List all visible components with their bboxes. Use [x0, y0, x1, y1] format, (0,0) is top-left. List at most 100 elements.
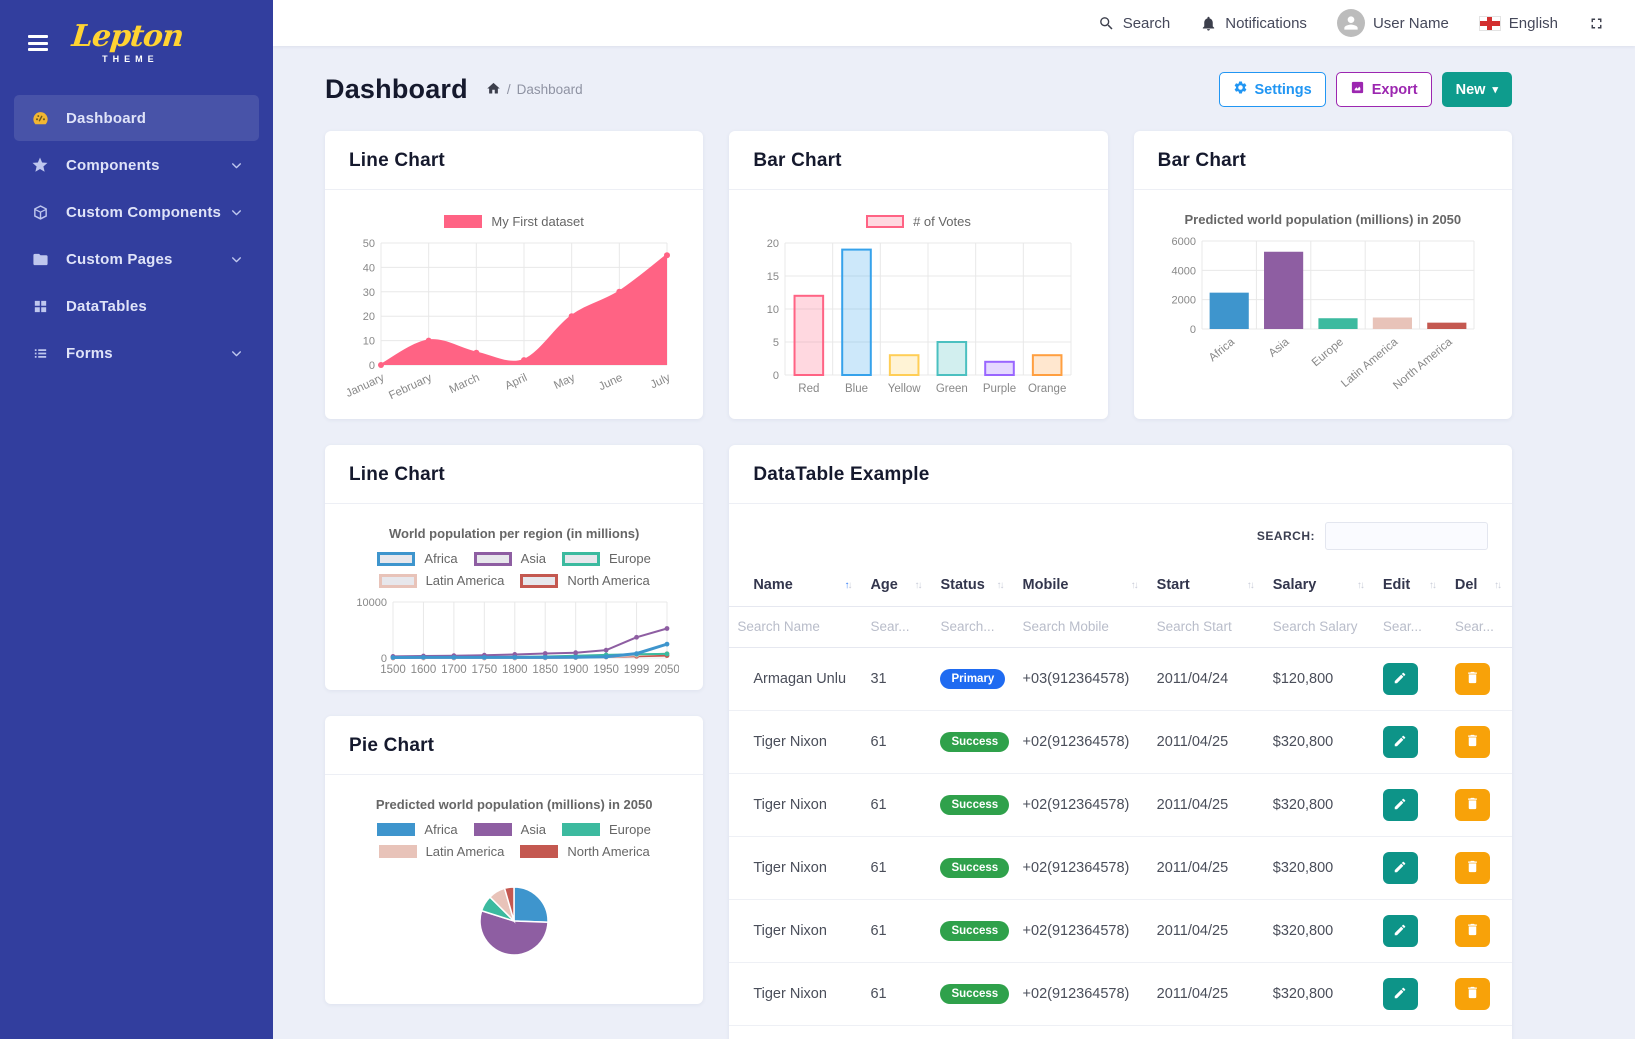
chevron-down-icon — [230, 206, 243, 219]
column-header-status[interactable]: Status ↑ ↓ — [932, 564, 1015, 607]
avatar — [1336, 9, 1365, 37]
svg-text:1700: 1700 — [441, 664, 467, 676]
sidebar-item-dashboard[interactable]: Dashboard — [14, 95, 259, 141]
gear-icon — [1233, 80, 1248, 99]
column-search-input[interactable] — [870, 619, 925, 634]
new-button[interactable]: New ▾ — [1441, 72, 1512, 107]
sidebar-item-components[interactable]: Components — [14, 142, 259, 188]
legend-item[interactable]: Europe — [561, 551, 651, 566]
menu-toggle-button[interactable] — [28, 35, 48, 51]
bar-chart-1: 0 5 10 15 20 Red Blue Yellow Green Purple Orange — [767, 238, 1072, 395]
sidebar-item-forms[interactable]: Forms — [14, 330, 259, 376]
chart-legend: My First dataset — [349, 214, 679, 229]
card-datatable: DataTable Example SEARCH: Name ↑ ↓ Age ↑ ↓ Sta… — [729, 445, 1512, 1039]
cell-start: 2011/04/25 — [1148, 962, 1265, 1026]
legend-label: My First dataset — [491, 214, 584, 229]
column-search-input[interactable] — [1156, 619, 1257, 634]
legend-item[interactable]: Latin America — [378, 573, 504, 588]
legend-item[interactable]: North America — [520, 844, 650, 859]
edit-button[interactable] — [1382, 726, 1418, 758]
column-header-start[interactable]: Start ↑ ↓ — [1148, 564, 1265, 607]
cell-name: Armagan Unlu — [729, 647, 863, 711]
column-search-input[interactable] — [1022, 619, 1141, 634]
column-header-edit[interactable]: Edit ↑ ↓ — [1374, 564, 1447, 607]
svg-text:April: April — [503, 372, 529, 393]
svg-text:Europe: Europe — [1309, 336, 1345, 369]
svg-text:1500: 1500 — [380, 664, 406, 676]
svg-text:1850: 1850 — [532, 664, 558, 676]
delete-button[interactable] — [1454, 915, 1490, 947]
chart-icon — [1350, 80, 1365, 99]
settings-button[interactable]: Settings — [1218, 72, 1326, 107]
svg-text:1999: 1999 — [624, 664, 650, 676]
sidebar-item-datatables[interactable]: DataTables — [14, 283, 259, 329]
legend-item[interactable]: Asia — [473, 551, 546, 566]
delete-button[interactable] — [1454, 852, 1490, 884]
legend-item[interactable]: Africa — [377, 822, 458, 837]
cell-status: Success — [932, 1025, 1015, 1039]
legend-item[interactable]: Asia — [473, 822, 546, 837]
sort-icons: ↑ ↓ — [1246, 579, 1255, 591]
column-header-salary[interactable]: Salary ↑ ↓ — [1264, 564, 1375, 607]
legend-swatch — [377, 823, 416, 836]
chart-title: Predicted world population (millions) in… — [1184, 212, 1462, 227]
legend-item[interactable]: Africa — [377, 551, 458, 566]
column-search-input[interactable] — [1454, 619, 1504, 634]
topbar-language[interactable]: English — [1478, 15, 1558, 32]
column-search-input[interactable] — [940, 619, 1007, 634]
sort-icons: ↑ ↓ — [1130, 579, 1139, 591]
cell-age: 61 — [862, 773, 933, 837]
column-header-del[interactable]: Del ↑ ↓ — [1446, 564, 1512, 607]
cell-salary: $320,800 — [1264, 836, 1375, 900]
cell-start: 2011/04/25 — [1148, 899, 1265, 963]
legend-swatch — [378, 573, 417, 588]
edit-button[interactable] — [1382, 978, 1418, 1010]
legend-item[interactable]: Europe — [561, 822, 651, 837]
column-header-mobile[interactable]: Mobile ↑ ↓ — [1014, 564, 1149, 607]
column-search-input[interactable] — [737, 619, 855, 634]
legend-label: North America — [567, 844, 650, 859]
column-header-name[interactable]: Name ↑ ↓ — [729, 564, 863, 607]
cell-salary: $320,800 — [1264, 1025, 1375, 1039]
fullscreen-button[interactable] — [1588, 15, 1605, 32]
status-badge: Success — [940, 921, 1010, 941]
topbar-notifications[interactable]: Notifications — [1200, 15, 1307, 32]
line-chart-2: 1500 1600 1700 1750 1800 1850 1900 1950 1999 2050… — [356, 597, 679, 676]
card-bar-chart-1: Bar Chart # of Votes 0 5 10 15 20 Red Blue Yell… — [729, 131, 1108, 419]
legend-item[interactable]: North America — [520, 573, 650, 588]
edit-button[interactable] — [1382, 789, 1418, 821]
svg-text:30: 30 — [363, 287, 375, 299]
home-icon[interactable] — [486, 81, 501, 99]
edit-button[interactable] — [1382, 663, 1418, 695]
sidebar-item-custom-components[interactable]: Custom Components — [14, 189, 259, 235]
delete-button[interactable] — [1454, 978, 1490, 1010]
export-button[interactable]: Export — [1335, 72, 1432, 107]
chart-title: Predicted world population (millions) in… — [375, 797, 653, 812]
sidebar-item-custom-pages[interactable]: Custom Pages — [14, 236, 259, 282]
svg-text:40: 40 — [363, 262, 375, 274]
table-search-input[interactable] — [1325, 522, 1488, 550]
delete-button[interactable] — [1454, 663, 1490, 695]
edit-button[interactable] — [1382, 852, 1418, 884]
logo[interactable]: Lepton THEME — [70, 19, 185, 64]
chart-legend: # of Votes — [753, 214, 1083, 229]
delete-button[interactable] — [1454, 789, 1490, 821]
chevron-down-icon — [230, 159, 243, 172]
topbar-user[interactable]: User Name — [1336, 9, 1449, 37]
delete-button[interactable] — [1454, 726, 1490, 758]
cell-age: 61 — [862, 710, 933, 774]
pencil-icon — [1393, 923, 1407, 940]
column-search-input[interactable] — [1382, 619, 1439, 634]
cell-status: Primary — [932, 647, 1015, 711]
legend-item[interactable]: Latin America — [378, 844, 504, 859]
edit-button[interactable] — [1382, 915, 1418, 947]
svg-text:Asia: Asia — [1266, 336, 1291, 360]
legend-item[interactable]: My First dataset — [444, 214, 584, 229]
column-header-age[interactable]: Age ↑ ↓ — [862, 564, 933, 607]
legend-item[interactable]: # of Votes — [866, 214, 971, 229]
column-search-input[interactable] — [1272, 619, 1367, 634]
svg-text:0: 0 — [381, 653, 387, 665]
topbar-search[interactable]: Search — [1098, 15, 1170, 32]
sidebar-item-label: Custom Components — [66, 203, 222, 221]
